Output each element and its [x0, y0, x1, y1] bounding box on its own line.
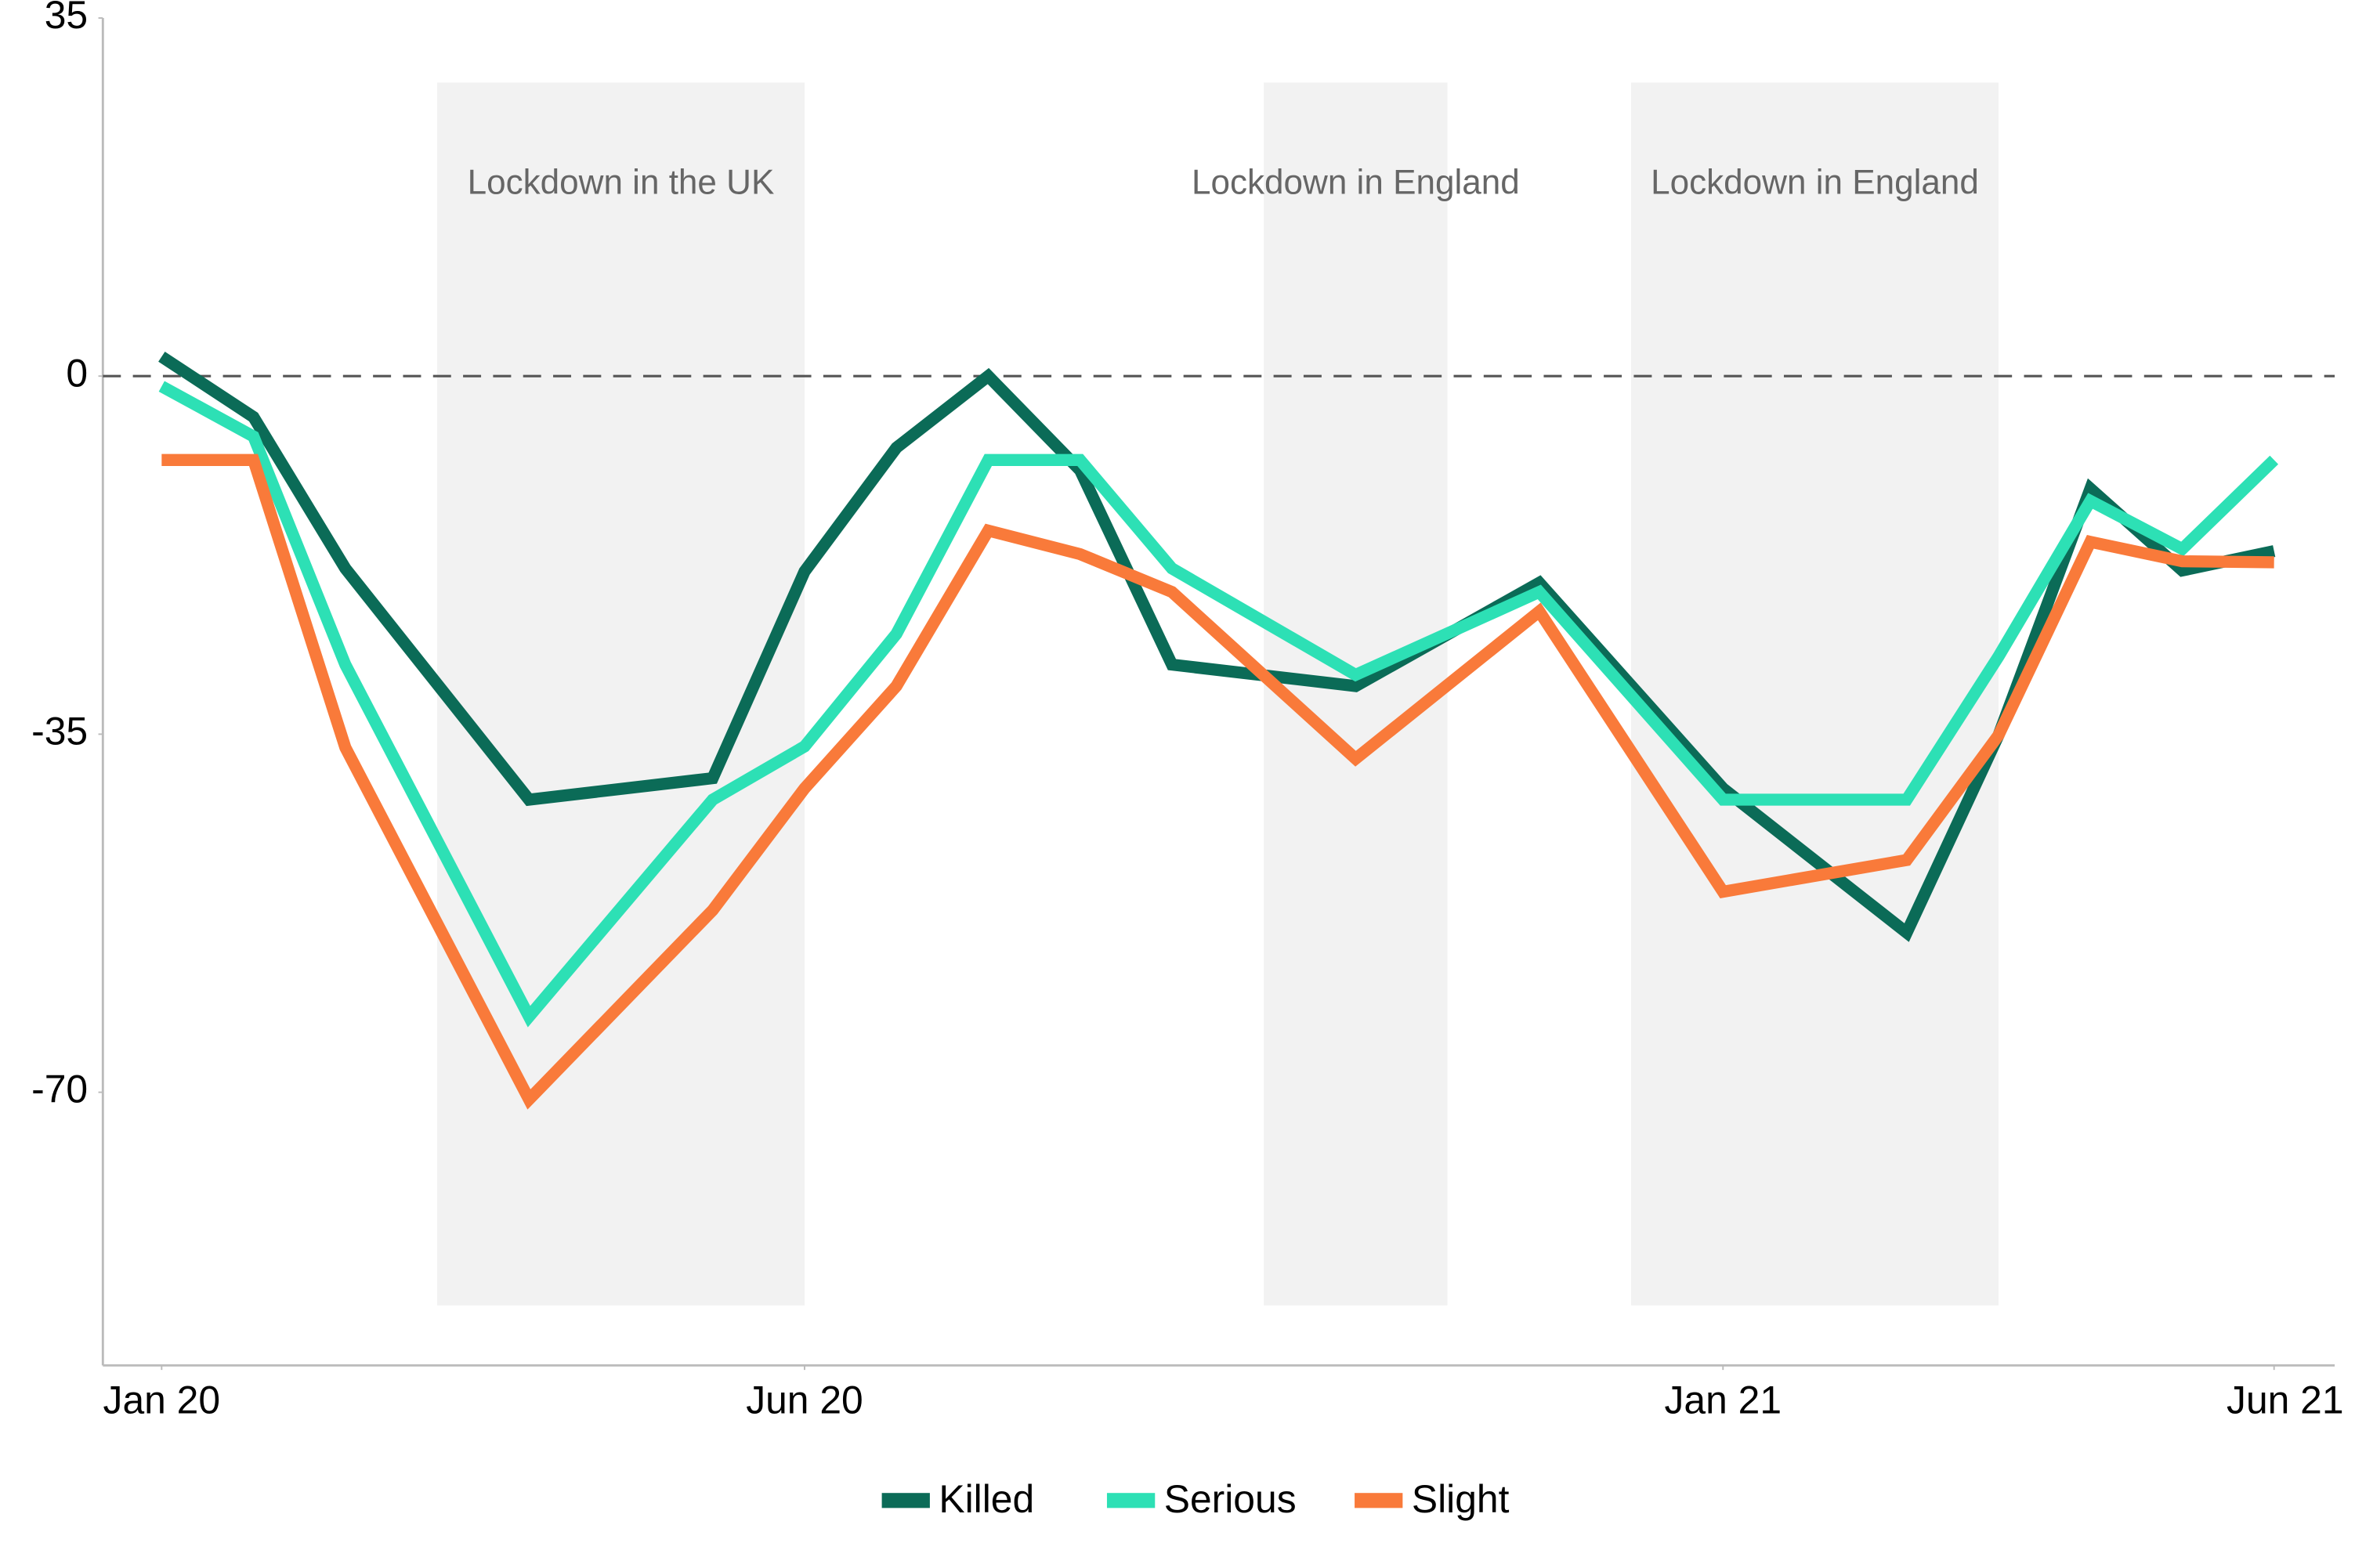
legend: Killed Serious Slight [881, 1477, 1510, 1521]
y-tick-label: 0 [66, 351, 88, 395]
shaded-regions: Lockdown in the UK Lockdown in England Loc… [437, 82, 1999, 1306]
y-tick-label: -35 [31, 710, 88, 753]
y-tick-label: -70 [31, 1068, 88, 1111]
x-tick-label: Jan 21 [1665, 1378, 1782, 1422]
series-line [161, 453, 2274, 1110]
legend-label: Slight [1412, 1477, 1510, 1521]
legend-swatch [1355, 1493, 1403, 1508]
legend-label: Serious [1164, 1477, 1297, 1521]
lines [158, 351, 2279, 1110]
lockdown-region [1264, 82, 1448, 1306]
x-tick-label: Jun 21 [2227, 1378, 2344, 1422]
x-tick-label: Jun 20 [746, 1378, 863, 1422]
lockdown-region [1631, 82, 1999, 1306]
legend-swatch [881, 1493, 930, 1508]
y-tick-label: 35 [45, 0, 88, 37]
region-label: Lockdown in England [1192, 163, 1520, 201]
lockdown-region [437, 82, 805, 1306]
region-label: Lockdown in England [1651, 163, 1979, 201]
axes: 35 0 -35 -70 Jan 20 Jun 20 Jan 21 Jun 21 [31, 0, 2343, 1422]
x-tick-label: Jan 20 [103, 1378, 221, 1422]
region-label: Lockdown in the UK [468, 163, 775, 201]
legend-swatch [1106, 1493, 1156, 1508]
series-line [158, 381, 2279, 1028]
legend-label: Killed [939, 1477, 1034, 1521]
